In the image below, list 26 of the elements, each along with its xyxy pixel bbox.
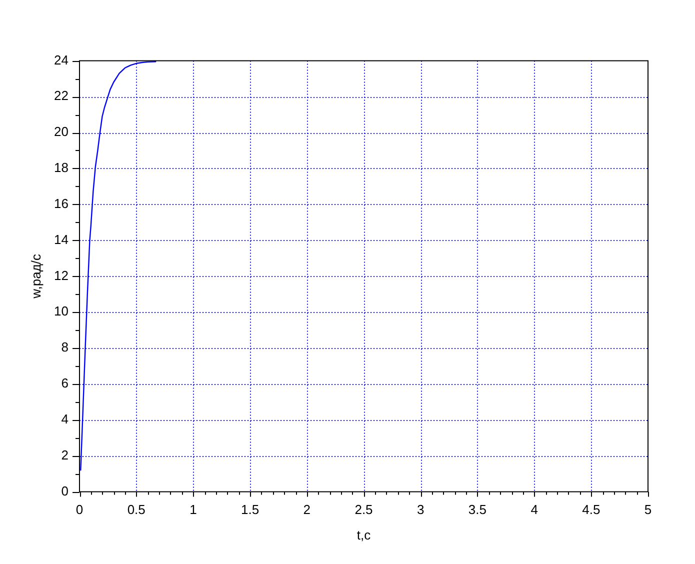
y-tick-label: 22 [54, 88, 68, 104]
x-tick-label: 0 [76, 502, 84, 518]
x-tick-label: 2 [303, 502, 311, 518]
x-tick-label: 0.5 [127, 502, 146, 518]
x-tick-label: 4 [530, 502, 538, 518]
y-tick-label: 16 [54, 196, 68, 211]
y-tick-label: 14 [54, 232, 68, 247]
y-tick-label: 20 [54, 124, 68, 140]
x-tick-label: 1 [190, 502, 197, 518]
y-tick-label: 2 [61, 447, 68, 462]
x-tick-label: 3.5 [468, 502, 486, 518]
x-axis-title: t,с [356, 528, 372, 543]
y-tick-label: 24 [54, 52, 68, 68]
y-tick-label: 18 [54, 160, 68, 176]
y-tick-label: 4 [61, 411, 68, 426]
y-tick-label: 8 [61, 340, 68, 355]
y-tick-label: 10 [54, 304, 68, 319]
x-tick-label: 2.5 [354, 502, 373, 518]
x-tick-label: 3 [416, 502, 424, 518]
y-tick-label: 6 [61, 376, 68, 391]
y-axis-title: w,рад/с [28, 253, 44, 300]
x-tick-label: 4.5 [582, 502, 600, 518]
y-tick-label: 12 [54, 268, 68, 283]
x-tick-label: 1.5 [241, 502, 260, 518]
y-tick-label: 0 [61, 483, 68, 498]
x-tick-label: 5 [644, 502, 652, 518]
